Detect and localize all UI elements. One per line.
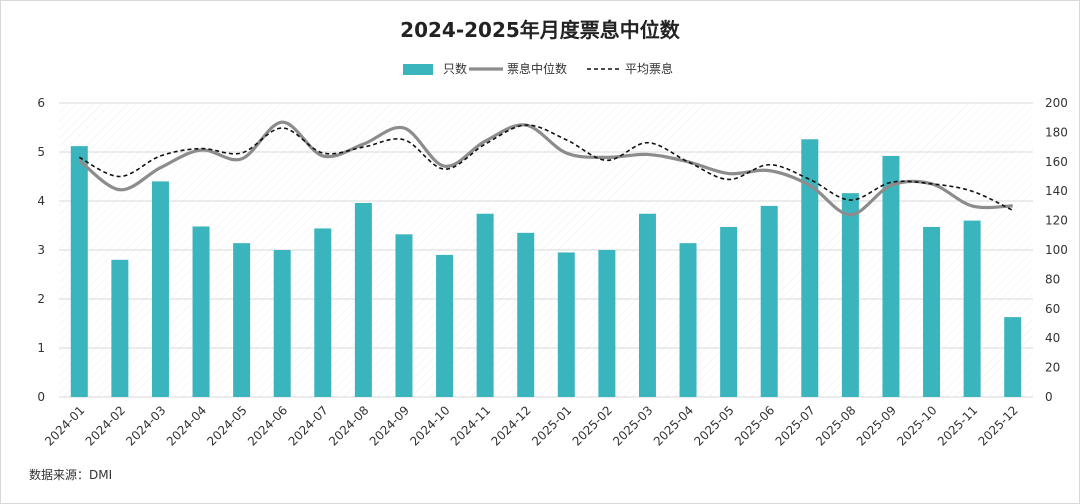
source-note: 数据来源：DMI [29,467,112,482]
gridlines [59,102,1033,398]
bar [233,243,251,397]
legend-label: 票息中位数 [507,61,567,76]
right-axis-tick-label: 120 [1045,214,1068,228]
bar [679,243,697,397]
right-axis-tick-label: 180 [1045,125,1068,139]
x-axis-tick-label: 2025-12 [975,403,1020,448]
x-axis-tick-label: 2025-03 [610,403,655,448]
x-axis-tick-label: 2024-08 [326,403,371,448]
bar [963,220,981,397]
bar [395,234,413,397]
right-axis-tick-label: 20 [1045,361,1060,375]
x-axis-tick-label: 2025-01 [529,403,574,448]
bar [436,254,454,397]
right-axis-tick-label: 40 [1045,331,1060,345]
bar [720,226,738,397]
bar [801,139,819,397]
left-axis: 0 1 2 3 4 5 6 [37,96,45,404]
x-axis-tick-label: 2024-04 [164,403,209,448]
bar-series [70,139,1022,397]
legend-label: 平均票息 [625,61,673,76]
left-axis-tick-label: 0 [37,390,45,404]
x-axis-tick-label: 2025-08 [813,403,858,448]
left-axis-tick-label: 3 [37,243,45,257]
bar [882,155,900,397]
x-axis-tick-label: 2024-07 [286,403,331,448]
bar [70,146,88,397]
bar [476,213,494,397]
x-axis-tick-label: 2024-12 [488,403,533,448]
bar [151,181,169,397]
average-coupon-line [78,124,1014,212]
right-axis-tick-label: 160 [1045,155,1068,169]
bar [841,193,859,397]
x-axis-tick-label: 2025-06 [732,403,777,448]
right-axis-tick-label: 0 [1045,390,1053,404]
left-axis-tick-label: 2 [37,292,45,306]
bar [517,232,535,397]
median-coupon-line [78,120,1013,217]
bar [1004,317,1022,397]
x-axis-tick-label: 2024-01 [42,403,87,448]
bar [273,250,291,397]
x-axis-tick-label: 2024-06 [245,403,290,448]
x-axis-tick-label: 2024-11 [448,403,493,448]
bar [557,252,575,397]
x-axis-tick-label: 2025-11 [935,403,980,448]
x-axis-tick-label: 2025-04 [651,403,696,448]
x-axis: 2024-012024-022024-032024-042024-052024-… [42,403,1021,448]
line-series [78,120,1014,217]
bar [354,202,372,397]
bar [314,228,332,397]
x-axis-tick-label: 2025-07 [773,403,818,448]
bar [760,205,778,397]
right-axis-tick-label: 100 [1045,243,1068,257]
right-axis-tick-label: 60 [1045,302,1060,316]
bar [923,226,941,397]
bar [192,226,210,397]
right-axis-tick-label: 200 [1045,96,1068,110]
x-axis-tick-label: 2024-02 [83,403,128,448]
x-axis-tick-label: 2024-03 [123,403,168,448]
chart-legend: 只数 票息中位数 平均票息 [403,61,673,76]
bar [111,259,129,397]
legend-swatch-bar [403,64,433,75]
x-axis-tick-label: 2024-10 [407,403,452,448]
right-axis: 0 20 40 60 80 100 120 140 160 180 200 [1045,96,1068,404]
chart-title: 2024-2025年月度票息中位数 [400,18,681,42]
left-axis-tick-label: 5 [37,145,45,159]
right-axis-tick-label: 80 [1045,272,1060,286]
x-axis-tick-label: 2024-05 [204,403,249,448]
right-axis-tick-label: 140 [1045,184,1068,198]
x-axis-tick-label: 2025-05 [691,403,736,448]
x-axis-tick-label: 2025-09 [854,403,899,448]
left-axis-tick-label: 1 [37,341,45,355]
x-axis-tick-label: 2025-02 [570,403,615,448]
bar [638,213,656,397]
bar [598,250,616,397]
x-axis-tick-label: 2025-10 [894,403,939,448]
left-axis-tick-label: 4 [37,194,45,208]
x-axis-tick-label: 2024-09 [367,403,412,448]
legend-label: 只数 [443,61,467,76]
left-axis-tick-label: 6 [37,96,45,110]
